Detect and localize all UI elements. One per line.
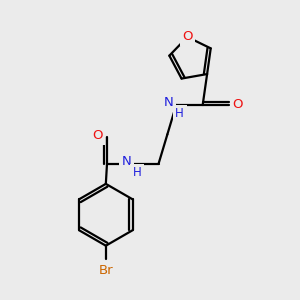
Text: N: N	[121, 155, 131, 168]
Text: O: O	[92, 129, 103, 142]
Text: H: H	[133, 166, 141, 179]
Text: H: H	[175, 107, 184, 120]
Text: N: N	[164, 96, 174, 109]
Text: O: O	[232, 98, 243, 112]
Text: O: O	[182, 31, 193, 44]
Text: Br: Br	[98, 264, 113, 277]
